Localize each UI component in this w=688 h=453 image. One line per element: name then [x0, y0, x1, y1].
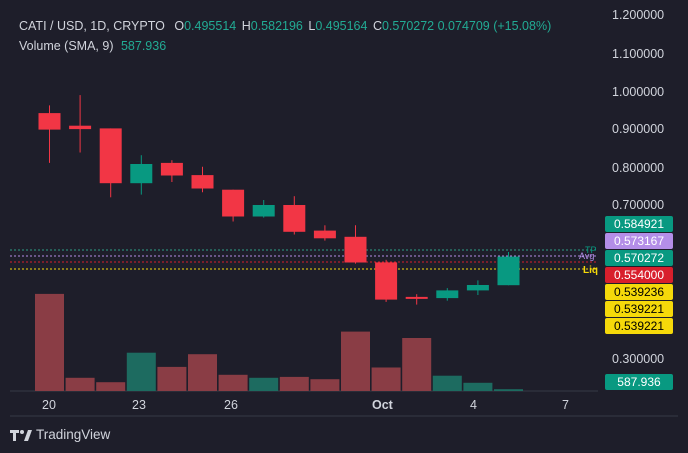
tradingview-logo-icon: [10, 429, 32, 441]
candle: [375, 259, 398, 302]
legend: CATI / USD, 1D, CRYPTO O0.495514 H0.5821…: [19, 16, 551, 56]
low-label: L: [308, 19, 316, 33]
volume-bar: [279, 376, 309, 391]
open-label: O: [174, 19, 185, 33]
candle: [130, 155, 153, 195]
candle-body: [375, 262, 398, 300]
last-price-badge: 0.570272: [605, 250, 673, 266]
ohlc-row: CATI / USD, 1D, CRYPTO O0.495514 H0.5821…: [19, 16, 551, 36]
price-tick: 0.900000: [612, 122, 665, 136]
volume-bar: [157, 366, 187, 391]
volume-bar: [188, 354, 217, 391]
brand-name: TradingView: [36, 427, 111, 442]
candle-body: [252, 205, 275, 217]
avg-price-badge: 0.573167: [605, 233, 673, 249]
time-tick: 4: [470, 398, 477, 412]
time-tick: 23: [132, 398, 146, 412]
candle: [436, 288, 459, 301]
candle-body: [130, 164, 153, 184]
candle: [313, 225, 336, 241]
price-tick: 1.200000: [612, 8, 665, 22]
change-value: 0.074709 (+15.08%): [437, 19, 552, 33]
candle-body: [466, 285, 489, 291]
candle: [191, 166, 214, 193]
candle: [160, 160, 183, 182]
candle: [222, 189, 245, 222]
candle-body: [405, 296, 428, 299]
volume-row: Volume (SMA, 9) 587.936: [19, 36, 551, 56]
candle: [405, 294, 428, 305]
time-tick: 20: [42, 398, 56, 412]
candle-body: [99, 128, 122, 184]
tp-tag: TP: [585, 245, 597, 255]
entry-price-badge: 0.554000: [605, 267, 673, 283]
volume-value: 587.936: [120, 39, 167, 53]
volume-bar: [402, 338, 432, 391]
candle-body: [497, 256, 520, 286]
symbol-title[interactable]: CATI / USD, 1D, CRYPTO: [19, 19, 165, 33]
close-label: C: [372, 19, 382, 33]
time-tick: 26: [224, 398, 238, 412]
liq-price-badge: 0.539221: [605, 318, 673, 334]
volume-bar: [432, 375, 462, 391]
volume-bar: [310, 379, 340, 391]
tradingview-logo[interactable]: TradingView: [10, 427, 110, 442]
candle: [466, 280, 489, 295]
liq-tag: Liq: [583, 265, 598, 276]
volume-bar: [371, 367, 401, 391]
candle-body: [38, 113, 61, 130]
time-tick: 7: [562, 398, 569, 412]
candle: [38, 105, 61, 163]
liq-price-badge: 0.539221: [605, 301, 673, 317]
volume-bar: [494, 389, 523, 391]
tp-price-badge: 0.584921: [605, 216, 673, 232]
volume-bar: [65, 377, 95, 391]
candle-body: [436, 290, 459, 299]
volume-bar: [341, 331, 370, 391]
candle: [99, 128, 122, 198]
volume-badge: 587.936: [605, 374, 673, 390]
volume-bar: [35, 293, 64, 391]
candle-body: [191, 175, 214, 189]
volume-bars: [35, 293, 523, 391]
candles: [38, 95, 520, 305]
candle-body: [160, 162, 183, 176]
avg-tag: Avg: [579, 251, 594, 261]
high-value: 0.582196: [250, 19, 303, 33]
high-label: H: [241, 19, 251, 33]
price-tick: 0.700000: [612, 198, 665, 212]
candle: [344, 225, 367, 264]
time-tick: Oct: [372, 398, 393, 412]
close-value: 0.570272: [381, 19, 435, 33]
liq-price-badge: 0.539236: [605, 284, 673, 300]
candle-body: [283, 205, 306, 232]
volume-bar: [126, 352, 156, 391]
volume-bar: [96, 382, 126, 391]
candle-body: [222, 189, 245, 217]
candle: [252, 200, 275, 218]
price-tick: 0.800000: [612, 161, 665, 175]
volume-bar: [218, 374, 248, 391]
volume-label[interactable]: Volume (SMA, 9): [19, 39, 114, 53]
price-tick: 0.300000: [612, 352, 665, 366]
low-value: 0.495164: [315, 19, 368, 33]
candle-body: [344, 236, 367, 263]
volume-bar: [463, 382, 493, 391]
candle: [497, 252, 520, 286]
price-tick: 1.100000: [612, 47, 665, 61]
open-value: 0.495514: [184, 19, 237, 33]
candle-body: [69, 125, 92, 130]
candle: [69, 95, 92, 153]
candle: [283, 196, 306, 235]
candle-body: [313, 230, 336, 239]
price-tick: 1.000000: [612, 85, 665, 99]
volume-bar: [249, 377, 279, 391]
